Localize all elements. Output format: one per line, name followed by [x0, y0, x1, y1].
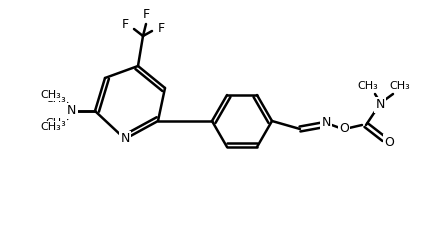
Text: CH₃: CH₃ [357, 81, 378, 91]
Text: O: O [384, 135, 394, 148]
Text: F: F [142, 8, 150, 21]
Text: N: N [321, 117, 331, 130]
Text: N: N [66, 105, 76, 118]
Text: N: N [67, 105, 77, 118]
Text: F: F [158, 21, 164, 34]
Text: F: F [121, 17, 129, 30]
Text: N: N [120, 132, 130, 146]
Text: CH₃: CH₃ [40, 90, 61, 100]
Text: CH₃: CH₃ [46, 94, 66, 104]
Text: CH₃: CH₃ [40, 122, 61, 132]
Text: N: N [375, 98, 385, 111]
Text: CH₃: CH₃ [46, 118, 66, 128]
Text: CH₃: CH₃ [390, 81, 410, 91]
Text: O: O [339, 122, 349, 135]
